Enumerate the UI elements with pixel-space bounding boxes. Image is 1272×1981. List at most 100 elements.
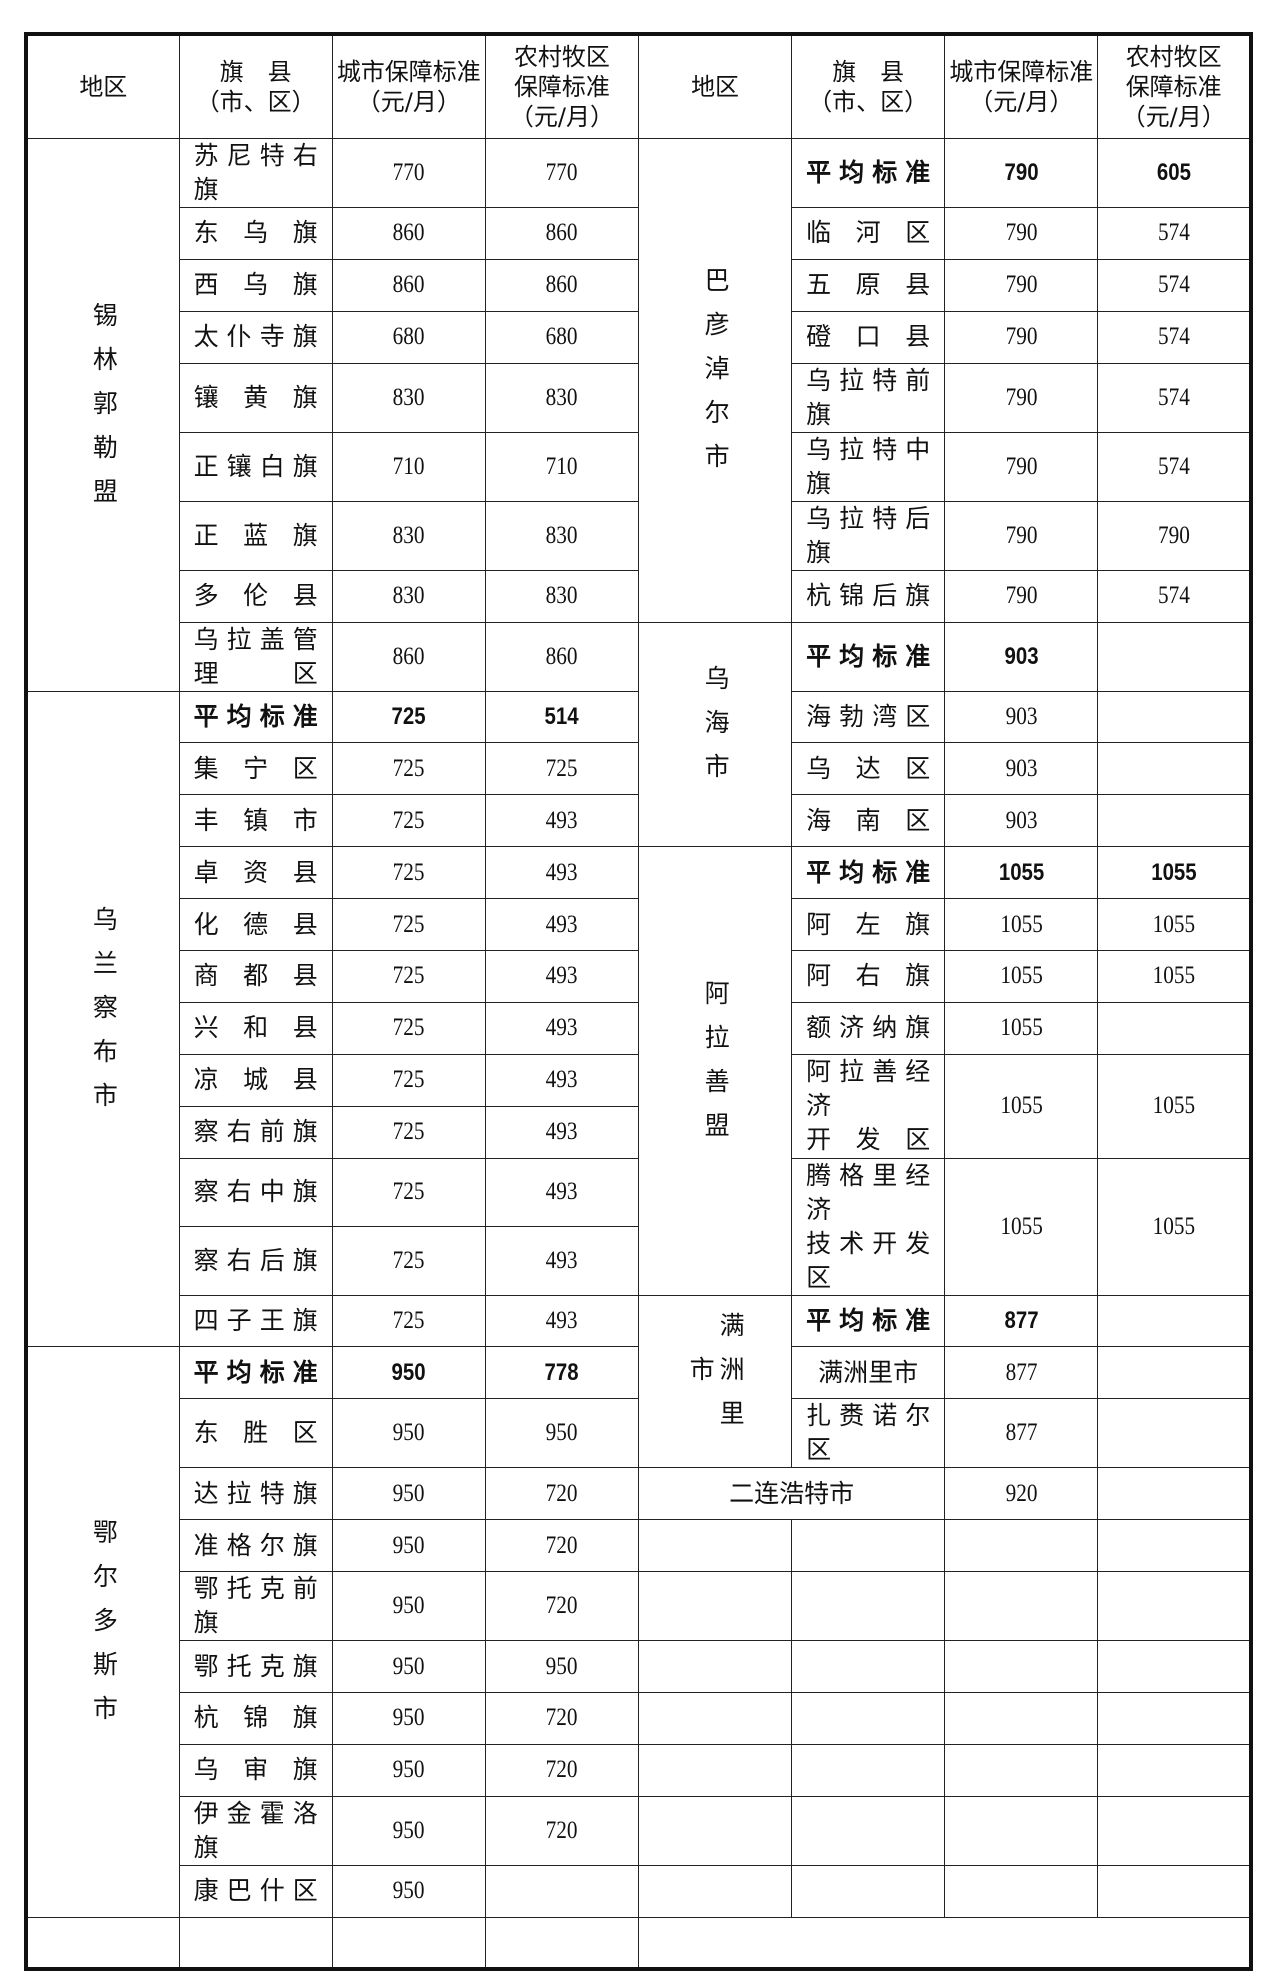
empty-cell bbox=[637, 1743, 793, 1797]
rural-standard: 514 bbox=[496, 690, 628, 744]
urban-standard: 1055 bbox=[955, 898, 1087, 952]
table-row: 西乌旗 860 860 五原县 790 574 bbox=[26, 258, 1251, 312]
district-name: 平均标准 bbox=[791, 1294, 946, 1348]
rural-standard: 493 bbox=[496, 846, 628, 900]
district-name: 化德县 bbox=[178, 898, 333, 952]
region-name: 锡林郭勒盟 bbox=[89, 301, 119, 522]
urban-standard: 830 bbox=[343, 569, 475, 623]
district-name: 乌拉特中旗 bbox=[791, 431, 946, 502]
empty-cell bbox=[331, 1916, 486, 1970]
district-name: 鄂托克前旗 bbox=[178, 1571, 333, 1642]
urban-standard: 830 bbox=[343, 500, 475, 571]
region-cell: 锡林郭勒盟 bbox=[25, 138, 180, 692]
table-row: 锡林郭勒盟 苏尼特右旗 770 770 巴彦淖尔市 平均标准 790 605 bbox=[25, 138, 1251, 692]
district-name: 丰镇市 bbox=[178, 794, 333, 848]
rural-standard: 860 bbox=[496, 621, 628, 692]
rural-standard: 860 bbox=[496, 258, 628, 312]
table-row: 正蓝旗 830 830 乌拉特后旗 790 790 bbox=[26, 500, 1251, 571]
rural-standard: 830 bbox=[496, 362, 628, 433]
urban-standard: 790 bbox=[955, 138, 1087, 208]
urban-standard: 950 bbox=[343, 1571, 475, 1642]
rural-standard: 720 bbox=[496, 1795, 628, 1866]
urban-standard: 860 bbox=[343, 621, 475, 692]
district-name: 察右前旗 bbox=[178, 1105, 333, 1159]
urban-standard: 790 bbox=[955, 362, 1087, 433]
rural-standard: 720 bbox=[496, 1519, 628, 1573]
table-row: 乌审旗 950 720 bbox=[26, 1743, 1252, 1797]
rural-standard bbox=[1108, 742, 1240, 796]
district-name: 乌拉盖管理区 bbox=[178, 621, 333, 692]
empty-cell bbox=[1097, 1571, 1252, 1642]
urban-standard: 725 bbox=[343, 1105, 475, 1159]
rural-standard: 778 bbox=[496, 1346, 628, 1400]
table-row: 康巴什区 950 bbox=[26, 1864, 1252, 1918]
table-row: 兴和县 725 493 额济纳旗 1055 bbox=[26, 1001, 1251, 1055]
empty-cell bbox=[1097, 1864, 1252, 1918]
empty-cell bbox=[1097, 1795, 1252, 1866]
rural-standard: 1055 bbox=[1108, 846, 1240, 900]
table-row: 化德县 725 493 阿左旗 1055 1055 bbox=[26, 898, 1251, 952]
rural-standard bbox=[1108, 1346, 1240, 1400]
rural-standard bbox=[1108, 621, 1240, 692]
rural-standard: 574 bbox=[1108, 258, 1240, 312]
urban-standard: 790 bbox=[955, 310, 1087, 364]
empty-cell bbox=[1097, 1743, 1252, 1797]
empty-cell bbox=[944, 1692, 1099, 1745]
urban-standard: 903 bbox=[955, 621, 1087, 692]
district-name: 海南区 bbox=[791, 794, 946, 848]
table-row: 杭锦旗 950 720 bbox=[26, 1692, 1252, 1745]
rural-standard: 1055 bbox=[1108, 1157, 1240, 1296]
urban-standard: 790 bbox=[955, 500, 1087, 571]
column-header: 地区 bbox=[25, 33, 180, 139]
table-row: 乌拉盖管理区 860 860 乌海市 平均标准 903 bbox=[26, 621, 1251, 848]
column-header: 地区 bbox=[637, 33, 793, 139]
urban-standard: 903 bbox=[955, 794, 1087, 848]
empty-cell bbox=[1097, 1519, 1252, 1573]
table-row: 凉城县 725 493 阿拉善经济 开发区 1055 1055 bbox=[26, 1053, 1251, 1159]
urban-standard: 680 bbox=[343, 310, 475, 364]
empty-cell bbox=[944, 1640, 1099, 1694]
table-row: 察右后旗 725 493 bbox=[26, 1226, 1251, 1296]
rural-standard: 1055 bbox=[1108, 1053, 1240, 1159]
region-cell: 阿拉善盟 bbox=[637, 846, 793, 1296]
rural-standard: 790 bbox=[1108, 500, 1240, 571]
empty-cell bbox=[1097, 1692, 1252, 1745]
urban-standard: 725 bbox=[343, 1294, 475, 1348]
table-row: 达拉特旗 950 720 二连浩特市 920 bbox=[26, 1467, 1251, 1521]
urban-standard: 950 bbox=[343, 1692, 475, 1745]
rural-standard bbox=[496, 1864, 628, 1918]
empty-cell bbox=[637, 1864, 793, 1918]
urban-standard: 877 bbox=[955, 1398, 1087, 1469]
empty-cell bbox=[791, 1795, 946, 1866]
empty-cell bbox=[944, 1743, 1099, 1797]
urban-standard: 903 bbox=[955, 742, 1087, 796]
district-name: 杭锦后旗 bbox=[791, 569, 946, 623]
rural-standard: 720 bbox=[496, 1692, 628, 1745]
district-name: 磴口县 bbox=[791, 310, 946, 364]
rural-standard: 493 bbox=[496, 1294, 628, 1348]
district-name: 东胜区 bbox=[178, 1398, 333, 1469]
district-name: 乌审旗 bbox=[178, 1743, 333, 1797]
district-name: 苏尼特右旗 bbox=[178, 138, 333, 208]
district-name: 多伦县 bbox=[178, 569, 333, 623]
rural-standard: 574 bbox=[1108, 310, 1240, 364]
rural-standard bbox=[1108, 1398, 1240, 1469]
district-name: 乌拉特前旗 bbox=[791, 362, 946, 433]
table-row: 太仆寺旗 680 680 磴口县 790 574 bbox=[26, 310, 1251, 364]
district-name: 准格尔旗 bbox=[178, 1519, 333, 1573]
urban-standard: 830 bbox=[343, 362, 475, 433]
empty-cell bbox=[791, 1519, 946, 1573]
urban-standard: 1055 bbox=[955, 1001, 1087, 1055]
urban-standard: 1055 bbox=[955, 846, 1087, 900]
district-name: 阿右旗 bbox=[791, 950, 946, 1003]
rural-standard: 574 bbox=[1108, 207, 1240, 260]
district-name: 卓资县 bbox=[178, 846, 333, 900]
region-name: 乌兰察布市 bbox=[89, 906, 119, 1127]
empty-cell bbox=[637, 1795, 793, 1866]
empty-cell bbox=[944, 1519, 1099, 1573]
rural-standard: 574 bbox=[1108, 569, 1240, 623]
region-cell: 乌海市 bbox=[637, 621, 793, 848]
district-name: 额济纳旗 bbox=[791, 1001, 946, 1055]
rural-standard bbox=[1108, 690, 1240, 744]
rural-standard: 605 bbox=[1108, 138, 1240, 208]
